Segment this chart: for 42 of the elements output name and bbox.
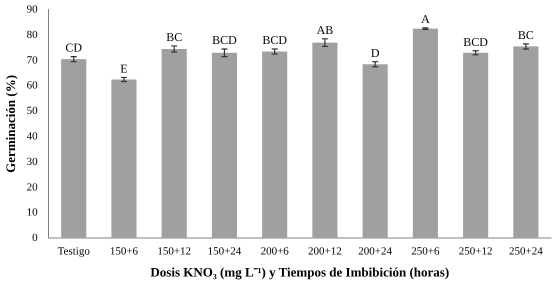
annotation: BC	[166, 30, 182, 44]
y-tick-label: 10	[26, 206, 38, 219]
bar	[463, 52, 488, 238]
bar	[61, 59, 86, 238]
annotation: BCD	[262, 33, 288, 48]
annotation: AB	[316, 22, 334, 37]
bar	[412, 28, 438, 238]
x-axis-title: Dosis KNO₃ (mg L⁻¹) y Tiempos de Imbibición (horas)	[150, 264, 450, 280]
y-tick-label: 70	[26, 54, 38, 66]
annotation: BCD	[463, 34, 488, 49]
annotation: E	[120, 62, 128, 76]
bar	[262, 52, 288, 238]
x-tick-label: 200+24	[358, 246, 393, 258]
x-tick-label: 150+24	[208, 246, 242, 258]
y-tick-label: 30	[26, 156, 38, 168]
x-tick-label: 150+12	[157, 246, 192, 258]
y-tick-label: 50	[26, 105, 38, 118]
x-tick-label: 150+6	[110, 246, 139, 258]
bar	[513, 46, 538, 238]
y-tick-label: 0	[32, 232, 38, 244]
annotation: A	[421, 12, 430, 26]
bar	[312, 42, 338, 238]
bar	[362, 64, 388, 238]
y-tick-label: 90	[26, 3, 38, 16]
x-tick-label: 200+12	[308, 246, 342, 258]
y-tick-label: 40	[26, 130, 38, 142]
annotation: BCD	[212, 33, 238, 48]
x-tick-label: 250+24	[509, 246, 544, 258]
annotation: D	[370, 46, 380, 60]
y-tick-label: 60	[26, 80, 38, 92]
x-tick-label: 250+12	[458, 246, 492, 258]
bar	[111, 79, 137, 238]
annotation: CD	[65, 40, 82, 55]
y-tick-label: 20	[26, 181, 38, 194]
bar	[162, 48, 187, 238]
x-tick-label: Testigo	[58, 246, 90, 258]
x-tick-label: 200+6	[260, 246, 290, 258]
y-axis-title: Germinación (%)	[3, 74, 18, 173]
x-tick-label: 250+6	[411, 246, 440, 258]
bar	[212, 52, 237, 238]
annotation: BC	[518, 28, 534, 42]
y-tick-label: 80	[26, 28, 38, 41]
